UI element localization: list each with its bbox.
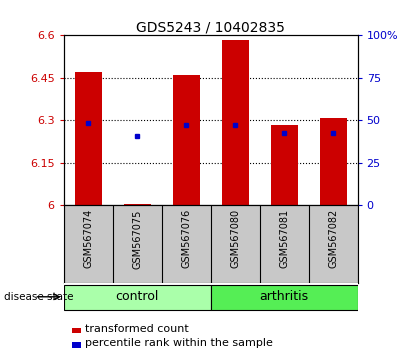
Text: GSM567075: GSM567075 [132, 209, 142, 269]
Bar [211, 285, 358, 310]
Text: GSM567076: GSM567076 [181, 209, 191, 268]
Bar [173, 75, 200, 205]
Text: GSM567082: GSM567082 [328, 209, 338, 268]
Text: control: control [115, 290, 159, 303]
Bar [124, 204, 151, 205]
Text: arthritis: arthritis [259, 290, 309, 303]
Text: GSM567081: GSM567081 [279, 209, 289, 268]
Bar [75, 72, 102, 205]
Text: percentile rank within the sample: percentile rank within the sample [85, 338, 273, 348]
Text: GSM567074: GSM567074 [83, 209, 93, 268]
Bar [64, 285, 210, 310]
Bar [270, 125, 298, 205]
Bar [222, 40, 249, 205]
Title: GDS5243 / 10402835: GDS5243 / 10402835 [136, 20, 285, 34]
Text: transformed count: transformed count [85, 324, 189, 334]
Bar [320, 118, 346, 205]
Text: disease state: disease state [4, 292, 74, 302]
Text: GSM567080: GSM567080 [230, 209, 240, 268]
